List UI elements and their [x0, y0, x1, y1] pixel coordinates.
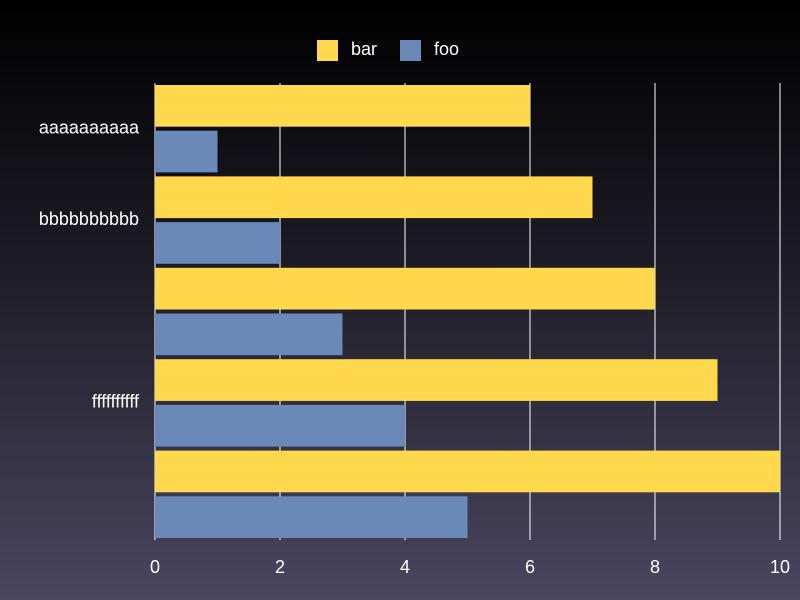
x-axis-tick-labels: 0 2 4 6 8 10 — [150, 557, 790, 577]
legend-label-foo: foo — [434, 39, 459, 59]
bar-foo-2 — [155, 313, 343, 356]
legend-swatch-foo — [400, 40, 421, 61]
bar-bar-1 — [155, 176, 593, 219]
x-tick-label-8: 8 — [650, 557, 660, 577]
bar-bar-4 — [155, 450, 780, 493]
bar-foo-1 — [155, 222, 280, 264]
bar-foo-4 — [155, 496, 468, 538]
y-category-label-3: ffffffffff — [92, 392, 140, 412]
legend: bar foo — [317, 39, 459, 61]
x-tick-label-6: 6 — [525, 557, 535, 577]
x-tick-label-4: 4 — [400, 557, 410, 577]
bar-bar-0 — [155, 85, 530, 127]
bars-group — [155, 85, 780, 538]
legend-label-bar: bar — [351, 39, 377, 59]
bar-foo-0 — [155, 130, 218, 173]
bar-bar-3 — [155, 359, 718, 401]
x-tick-label-2: 2 — [275, 557, 285, 577]
x-tick-label-0: 0 — [150, 557, 160, 577]
x-tick-label-10: 10 — [770, 557, 790, 577]
y-category-label-0: aaaaaaaaaa — [39, 117, 140, 137]
y-axis-category-labels: aaaaaaaaaa bbbbbbbbbb ffffffffff — [39, 117, 140, 411]
bar-foo-3 — [155, 404, 405, 447]
bar-bar-2 — [155, 267, 655, 310]
y-category-label-1: bbbbbbbbbb — [39, 209, 139, 229]
legend-swatch-bar — [317, 40, 338, 61]
